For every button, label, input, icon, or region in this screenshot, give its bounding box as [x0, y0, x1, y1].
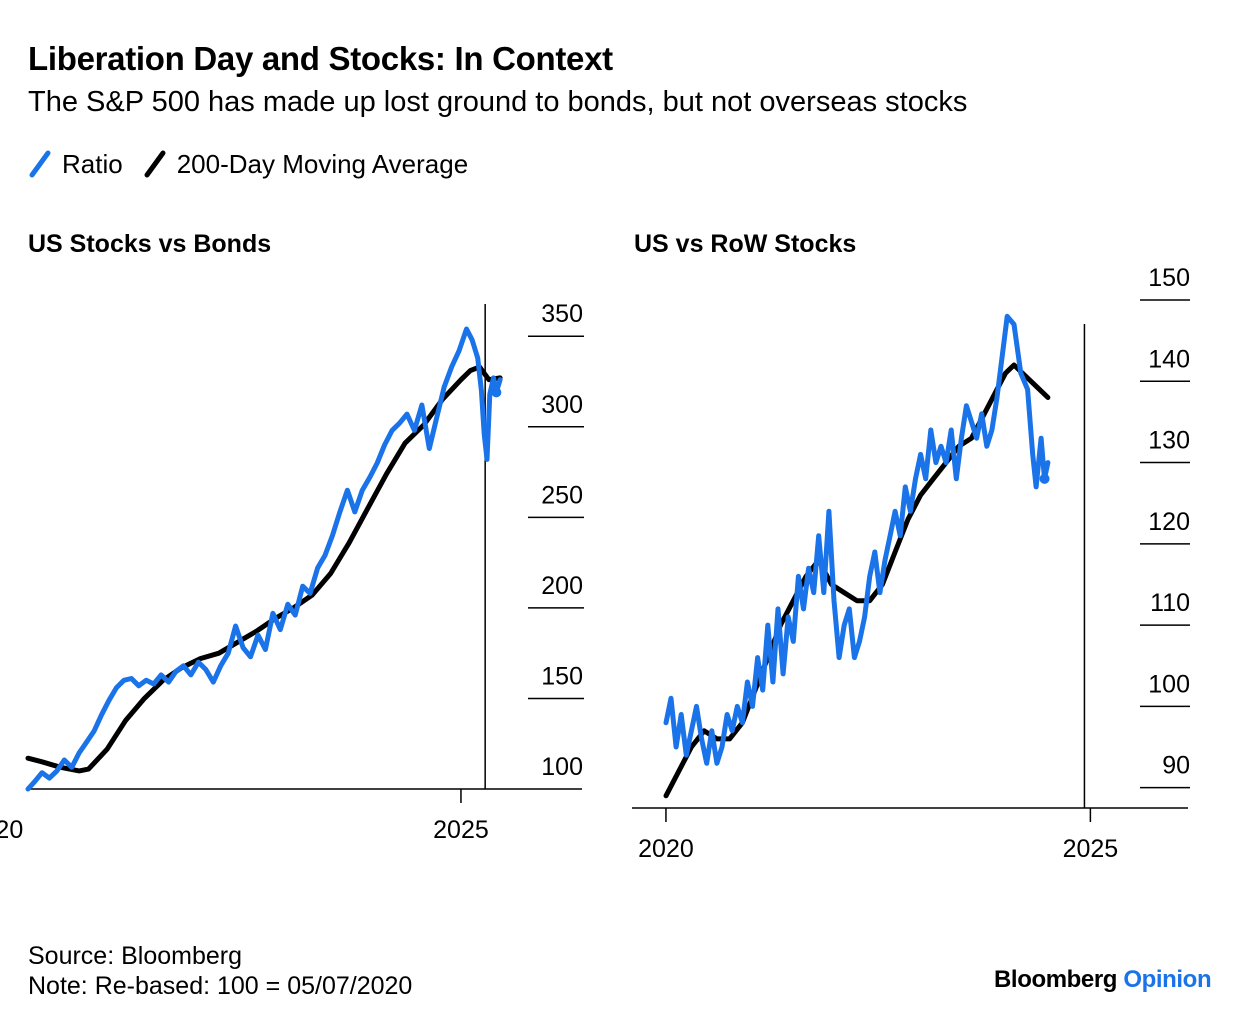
y-tick-label-100: 100	[541, 753, 583, 781]
y-tick-label-200: 200	[541, 572, 583, 600]
x-tick-label-2025: 2025	[433, 816, 489, 844]
series-line-moving-average	[25, 364, 503, 774]
legend-label-ratio: Ratio	[62, 148, 123, 179]
x-tick-label-2020: 2020	[0, 816, 23, 844]
y-tick-label-150: 150	[541, 662, 583, 690]
y-tick-label-250: 250	[541, 481, 583, 509]
y-tick-label-100: 100	[1148, 670, 1190, 698]
panel-title-us-vs-row-stocks: US vs RoW Stocks	[634, 230, 857, 258]
x-tick-label-2025: 2025	[1063, 835, 1119, 863]
series-line-moving-average	[663, 362, 1051, 799]
brand-accent: Opinion	[1123, 966, 1212, 993]
chart-subtitle: The S&P 500 has made up lost ground to b…	[28, 86, 968, 118]
legend-swatch-moving-average	[144, 150, 166, 178]
legend-label-moving-average: 200-Day Moving Average	[176, 148, 469, 179]
series-line-ratio	[25, 326, 503, 792]
panel-us-stocks-vs-bonds: 100 150 200 250 300 350 2020 2025	[0, 300, 584, 844]
x-tick-label-2020: 2020	[638, 835, 694, 863]
y-tick-label-110: 110	[1150, 589, 1190, 617]
panel-title-us-stocks-vs-bonds: US Stocks vs Bonds	[28, 230, 272, 258]
brand-primary: Bloomberg	[994, 966, 1118, 993]
bloomberg-opinion-logo: Bloomberg Opinion	[994, 966, 1212, 994]
source-note: Source: Bloomberg	[28, 942, 243, 970]
rebase-note: Note: Re-based: 100 = 05/07/2020	[28, 972, 413, 1000]
legend-swatch-ratio	[29, 150, 51, 178]
series-end-marker-ratio	[1039, 473, 1050, 484]
legend-item-moving-average: 200-Day Moving Average	[143, 149, 468, 180]
legend-item-ratio: Ratio	[28, 149, 123, 180]
chart-title: Liberation Day and Stocks: In Context	[28, 40, 613, 77]
y-tick-label-300: 300	[541, 391, 583, 419]
series-end-marker-ratio	[491, 387, 502, 398]
y-tick-label-150: 150	[1148, 264, 1190, 292]
series-line-ratio	[663, 313, 1051, 766]
y-tick-label-90: 90	[1162, 752, 1190, 780]
panel-us-vs-row-stocks: 90 100 110 120 130 140 150 2020 2025	[632, 264, 1190, 863]
legend: Ratio 200-Day Moving Average	[28, 148, 488, 180]
y-tick-label-120: 120	[1148, 508, 1190, 536]
y-tick-label-140: 140	[1148, 345, 1190, 373]
y-tick-label-130: 130	[1148, 427, 1190, 455]
y-tick-label-350: 350	[541, 300, 583, 328]
